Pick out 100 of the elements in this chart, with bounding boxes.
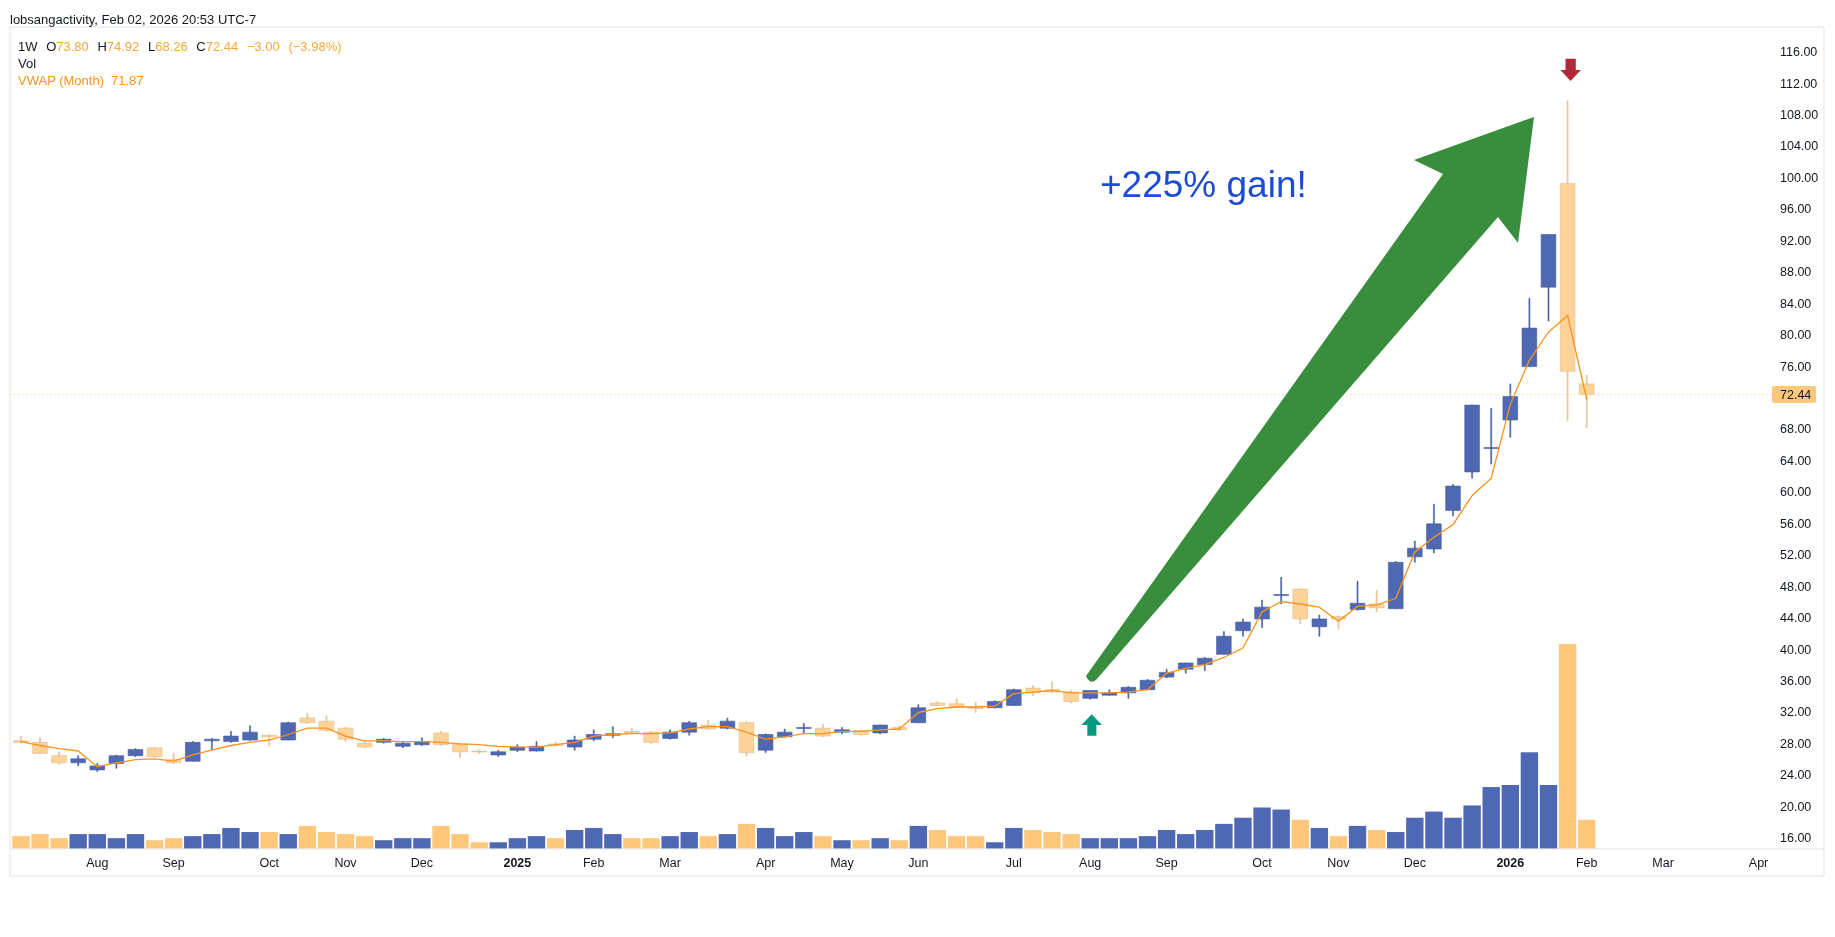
x-tick-label: Sep (162, 856, 185, 870)
candlestick (51, 751, 67, 765)
candlestick (1292, 588, 1308, 624)
bar (1100, 838, 1118, 849)
candlestick (1521, 297, 1538, 367)
bar (298, 825, 317, 849)
candlestick (242, 725, 258, 742)
x-tick-label: Nov (334, 856, 358, 870)
x-tick-label: Jul (1005, 856, 1022, 870)
x-tick-label: Nov (1327, 856, 1351, 870)
candlestick (643, 731, 659, 745)
y-tick-label: 116.00 (1780, 45, 1818, 60)
bar (1081, 838, 1099, 849)
candlestick (910, 704, 927, 724)
candlestick (1311, 614, 1327, 637)
bar (699, 836, 718, 849)
candlestick (318, 715, 335, 732)
bar (164, 838, 183, 849)
y-tick-label: 36.00 (1780, 674, 1812, 689)
candlestick (1388, 561, 1404, 610)
candlestick (452, 742, 468, 758)
bar (1558, 643, 1577, 849)
y-tick-label: 32.00 (1780, 705, 1812, 720)
x-tick-label: Oct (259, 856, 280, 870)
candlestick (796, 723, 812, 734)
bar (317, 832, 336, 849)
bar (355, 836, 374, 849)
bar (88, 834, 106, 849)
candlestick (89, 763, 105, 772)
candlestick (223, 731, 239, 743)
candlestick (395, 742, 411, 749)
y-tick-label: 56.00 (1780, 516, 1812, 531)
annotation: 71.87 (111, 72, 144, 88)
bar (184, 836, 202, 849)
bar (909, 825, 928, 849)
candlestick (299, 712, 315, 724)
bar (1482, 787, 1500, 849)
bar (1005, 827, 1023, 849)
bar (661, 836, 679, 849)
x-tick-label: Jun (908, 856, 929, 870)
y-tick-label: 28.00 (1780, 736, 1812, 751)
y-tick-label: 68.00 (1780, 422, 1812, 437)
bar (680, 832, 698, 849)
y-tick-label: 48.00 (1780, 579, 1812, 594)
bar (585, 827, 603, 849)
x-tick-label: Apr (755, 856, 776, 870)
candlestick (757, 733, 774, 753)
candlestick (204, 738, 220, 750)
bar (1157, 830, 1176, 849)
candlestick (1445, 484, 1461, 517)
candlestick (1540, 234, 1557, 322)
annotation: +225% gain! (1100, 164, 1307, 205)
candlestick (185, 741, 201, 762)
y-tick-label: 100.00 (1780, 170, 1819, 185)
bar (986, 842, 1004, 849)
bar (1520, 752, 1539, 849)
y-tick-label: 44.00 (1780, 611, 1812, 626)
bar (833, 840, 851, 849)
candlestick (1483, 407, 1499, 465)
bar (737, 823, 756, 849)
text: VWAP (Month) (18, 72, 104, 88)
candlestick (433, 731, 449, 746)
bar (375, 840, 393, 849)
candlestick (1273, 576, 1289, 605)
candlestick (738, 720, 755, 757)
bar (126, 834, 145, 849)
y-tick-label: 64.00 (1780, 453, 1812, 468)
y-tick-label: 20.00 (1780, 799, 1812, 814)
bar (336, 834, 355, 849)
bar (1577, 819, 1596, 849)
bar (107, 838, 126, 849)
bar (279, 834, 297, 849)
bar (814, 836, 832, 849)
line-series (20, 314, 1588, 768)
bar (1119, 838, 1138, 849)
candlestick (280, 721, 296, 741)
bar (508, 838, 527, 849)
y-tick-label: 60.00 (1780, 485, 1812, 500)
x-tick-label: Oct (1252, 856, 1273, 870)
bar (776, 836, 794, 849)
y-tick-label: 24.00 (1780, 768, 1812, 783)
bar (1387, 832, 1405, 849)
y-tick-label: 76.00 (1780, 359, 1812, 374)
x-tick-label: Apr (1748, 856, 1769, 870)
chart-title: lobsangactivity, Feb 02, 2026 20:53 UTC-7 (10, 11, 257, 27)
bar (565, 830, 584, 849)
bar (546, 838, 565, 849)
bar (1367, 830, 1386, 849)
bar (69, 834, 87, 849)
bar (1177, 834, 1195, 849)
y-tick-label: 84.00 (1780, 296, 1812, 311)
bar (852, 840, 870, 849)
candlestick (1006, 688, 1022, 706)
y-tick-label: 16.00 (1780, 831, 1812, 846)
bar (1310, 827, 1329, 849)
x-tick-label: Dec (1403, 856, 1426, 870)
x-tick-label: Feb (1575, 856, 1598, 870)
candlestick (1426, 503, 1442, 554)
bar (489, 842, 507, 849)
bar (413, 838, 431, 849)
